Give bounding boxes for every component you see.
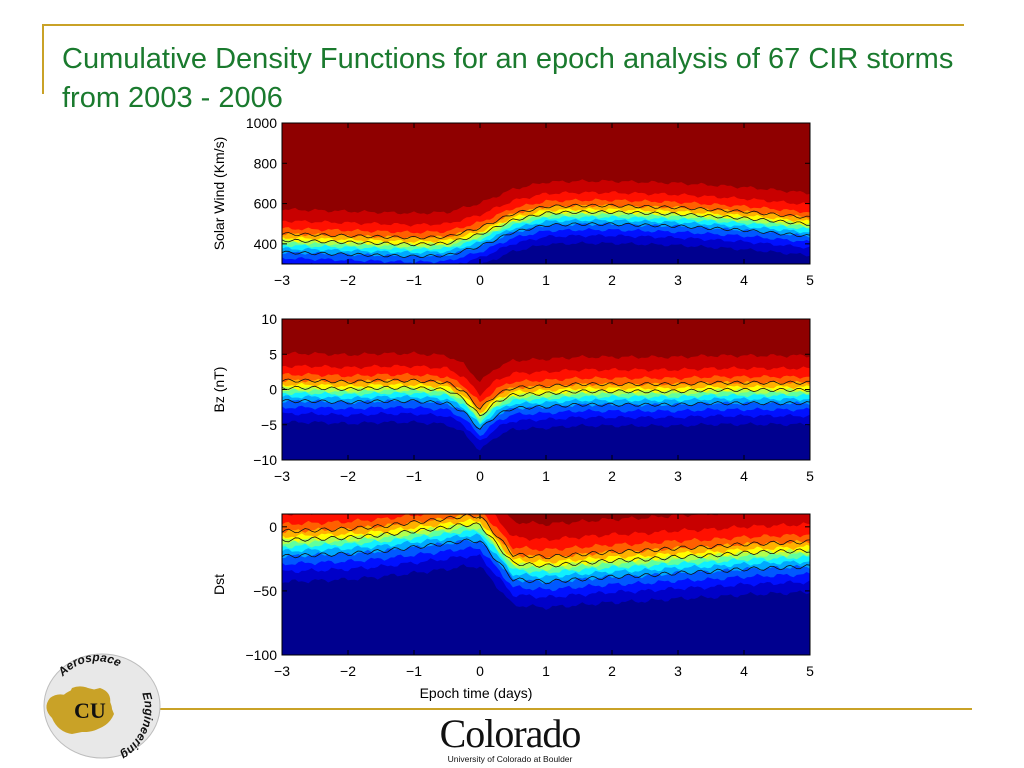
x-tick-label: 1	[542, 663, 550, 679]
x-tick-label: 1	[542, 272, 550, 288]
y-tick-label: 800	[254, 155, 278, 171]
top-rule	[44, 24, 964, 26]
colorado-wordmark: Colorado	[439, 711, 582, 756]
x-tick-label: 3	[674, 663, 682, 679]
y-axis-label: Dst	[211, 574, 227, 595]
left-rule	[42, 24, 44, 94]
y-tick-label: 0	[269, 382, 277, 398]
x-tick-label: 4	[740, 272, 748, 288]
aerospace-engineering-logo: CU Aerospace Engineering	[43, 650, 161, 763]
y-tick-label: 0	[269, 519, 277, 535]
x-tick-label: 0	[476, 663, 484, 679]
x-tick-label: −1	[406, 272, 422, 288]
y-tick-label: 400	[254, 236, 278, 252]
y-tick-label: −10	[253, 452, 277, 468]
y-tick-label: 600	[254, 196, 278, 212]
x-tick-label: 5	[806, 663, 814, 679]
x-tick-label: −3	[274, 272, 290, 288]
y-tick-label: −5	[261, 417, 277, 433]
x-tick-label: 3	[674, 468, 682, 484]
contour-line	[282, 522, 810, 568]
y-tick-label: 1000	[246, 115, 277, 131]
x-tick-label: 2	[608, 663, 616, 679]
y-tick-label: 5	[269, 346, 277, 362]
x-tick-label: 0	[476, 468, 484, 484]
y-tick-label: −50	[253, 583, 277, 599]
x-tick-label: 3	[674, 272, 682, 288]
density-band-1	[282, 420, 810, 460]
x-tick-label: 4	[740, 663, 748, 679]
contour-line	[282, 398, 810, 430]
y-tick-label: −100	[245, 647, 277, 663]
x-tick-label: 2	[608, 468, 616, 484]
colorado-subtitle: University of Colorado at Boulder	[447, 754, 573, 764]
heatmap-bands	[282, 123, 810, 264]
x-tick-label: 4	[740, 468, 748, 484]
density-band-1	[481, 241, 810, 264]
x-tick-label: 0	[476, 272, 484, 288]
x-tick-label: −2	[340, 468, 356, 484]
density-band-1	[282, 564, 810, 655]
x-tick-label: 5	[806, 272, 814, 288]
chart-panel-3: −3 −2 −1 0 1 2 3 4 5 −100 −50 0 Dst Epoch time (days)	[211, 513, 814, 701]
contour-line	[282, 210, 810, 247]
y-axis-label: Solar Wind (Km/s)	[211, 137, 227, 251]
x-tick-label: −3	[274, 468, 290, 484]
contour-line	[282, 538, 810, 585]
x-tick-label: −2	[340, 272, 356, 288]
contour-line	[282, 385, 810, 417]
colorado-logo: Colorado University of Colorado at Bould…	[425, 712, 595, 766]
bottom-rule	[150, 708, 972, 710]
chart-panel-1: −3 −2 −1 0 1 2 3 4 5 400 600 800 1000 Solar Wind (Km/…	[211, 115, 814, 288]
x-tick-label: −2	[340, 663, 356, 679]
contour-line	[282, 203, 810, 240]
x-tick-label: 5	[806, 468, 814, 484]
heatmap-bands	[282, 514, 810, 655]
slide-title: Cumulative Density Functions for an epoc…	[62, 43, 954, 114]
heatmap-bands	[282, 319, 810, 460]
contour-line	[282, 514, 810, 560]
x-tick-label: 1	[542, 468, 550, 484]
contour-line	[282, 378, 810, 410]
x-tick-label: −3	[274, 663, 290, 679]
x-tick-label: −1	[406, 468, 422, 484]
y-axis-label: Bz (nT)	[211, 367, 227, 413]
x-tick-label: 2	[608, 272, 616, 288]
cu-mark: CU	[74, 698, 106, 723]
x-tick-label: −1	[406, 663, 422, 679]
y-tick-label: 10	[261, 311, 277, 327]
x-axis-label: Epoch time (days)	[420, 685, 533, 701]
contour-line	[282, 222, 810, 259]
